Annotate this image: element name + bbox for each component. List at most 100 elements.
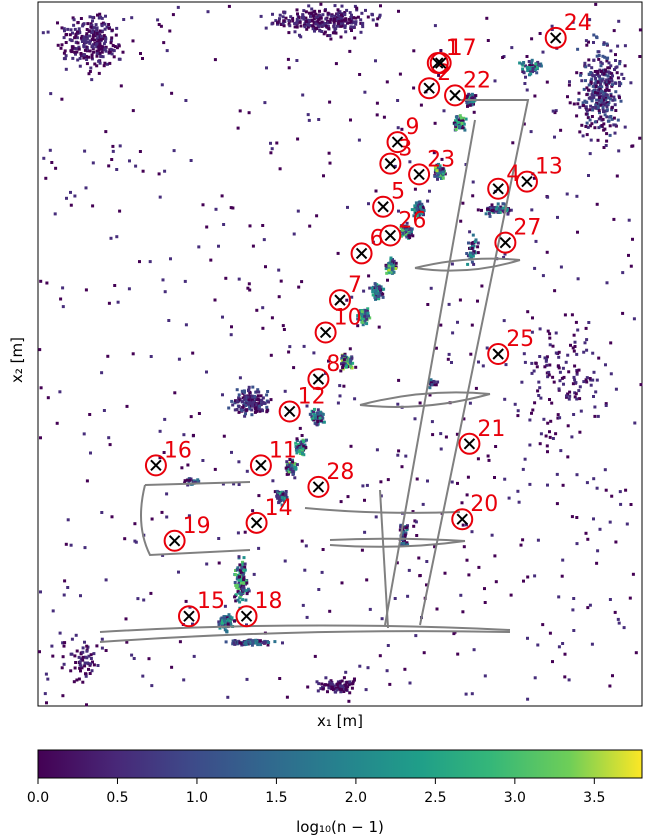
density-cell	[466, 475, 470, 479]
density-cell	[454, 128, 458, 131]
density-cell	[472, 94, 476, 98]
density-cell	[295, 21, 299, 25]
density-cell	[158, 195, 162, 199]
density-cell	[265, 408, 269, 412]
density-cell	[467, 92, 471, 96]
density-cell	[158, 429, 162, 433]
density-cell	[186, 483, 190, 487]
density-cell	[533, 401, 537, 405]
density-cell	[466, 103, 470, 107]
density-cell	[82, 56, 86, 60]
density-cell	[92, 33, 95, 37]
density-cell	[396, 453, 400, 457]
density-cell	[245, 623, 248, 627]
density-cell	[318, 21, 322, 25]
density-cell	[248, 224, 252, 228]
density-cell	[239, 592, 243, 596]
density-cell	[439, 432, 443, 436]
density-cell	[517, 500, 521, 504]
density-cell	[332, 25, 336, 29]
density-cell	[384, 267, 388, 271]
density-cell	[603, 90, 607, 94]
density-cell	[587, 321, 591, 324]
density-cell	[574, 392, 578, 396]
density-cell	[521, 538, 525, 542]
density-cell	[282, 19, 286, 23]
density-cell	[333, 14, 337, 18]
density-cell	[353, 36, 357, 40]
density-cell	[613, 610, 617, 614]
density-cell	[304, 16, 308, 20]
colorbar-tick-label: 2.0	[345, 790, 367, 806]
density-cell	[64, 54, 68, 58]
density-cell	[62, 644, 66, 648]
density-cell	[456, 118, 459, 122]
density-cell	[292, 232, 296, 236]
density-cell	[130, 653, 134, 657]
density-cell	[85, 656, 89, 660]
density-cell	[94, 42, 98, 46]
density-cell	[63, 579, 67, 583]
density-cell	[420, 202, 424, 206]
density-cell	[70, 637, 74, 641]
density-cell	[365, 317, 369, 321]
density-cell	[460, 501, 464, 505]
density-cell	[239, 641, 243, 645]
density-cell	[248, 405, 252, 409]
density-cell	[563, 313, 567, 317]
density-cell	[570, 435, 574, 439]
density-cell	[254, 403, 258, 406]
density-cell	[287, 31, 291, 35]
density-cell	[88, 413, 92, 416]
density-cell	[59, 46, 63, 50]
density-cell	[580, 79, 584, 83]
density-cell	[535, 365, 539, 369]
density-cell	[63, 29, 66, 33]
density-cell	[599, 98, 603, 102]
density-cell	[234, 573, 238, 577]
density-cell	[165, 515, 169, 519]
density-cell	[308, 224, 312, 228]
density-cell	[618, 490, 622, 494]
density-cell	[585, 348, 589, 352]
density-cell	[295, 463, 299, 467]
density-cell	[335, 16, 339, 19]
density-cell	[235, 568, 239, 572]
density-cell	[78, 660, 82, 664]
density-cell	[596, 71, 600, 75]
density-cell	[279, 279, 283, 283]
density-cell	[593, 126, 597, 130]
density-cell	[609, 75, 613, 79]
density-cell	[80, 34, 84, 38]
density-cell	[223, 619, 226, 623]
density-cell	[50, 161, 54, 164]
density-cell	[470, 103, 474, 107]
density-cell	[344, 365, 348, 369]
density-cell	[468, 230, 472, 234]
density-cell	[257, 546, 261, 550]
density-cell	[305, 27, 309, 31]
cluster-ellipse	[307, 475, 330, 498]
density-cell	[507, 496, 511, 500]
density-cell	[281, 641, 284, 645]
density-cell	[184, 599, 188, 603]
density-cell	[588, 108, 592, 112]
density-cell	[234, 399, 237, 403]
density-cell	[410, 227, 414, 231]
scatter-density-plot: 1234567891011121314151617181920212223242…	[8, 1, 643, 730]
density-cell	[602, 68, 606, 72]
density-cell	[617, 80, 621, 84]
density-cell	[316, 23, 320, 27]
density-cell	[527, 60, 531, 63]
cluster-9: 9	[386, 115, 420, 154]
density-cell	[371, 18, 375, 22]
density-cell	[221, 621, 224, 625]
density-cell	[60, 26, 64, 30]
density-cell	[386, 278, 389, 282]
density-cell	[330, 14, 334, 18]
density-cell	[71, 31, 74, 35]
density-cell	[312, 351, 316, 355]
density-cell	[169, 257, 172, 261]
density-cell	[592, 517, 595, 521]
density-cell	[593, 405, 597, 409]
